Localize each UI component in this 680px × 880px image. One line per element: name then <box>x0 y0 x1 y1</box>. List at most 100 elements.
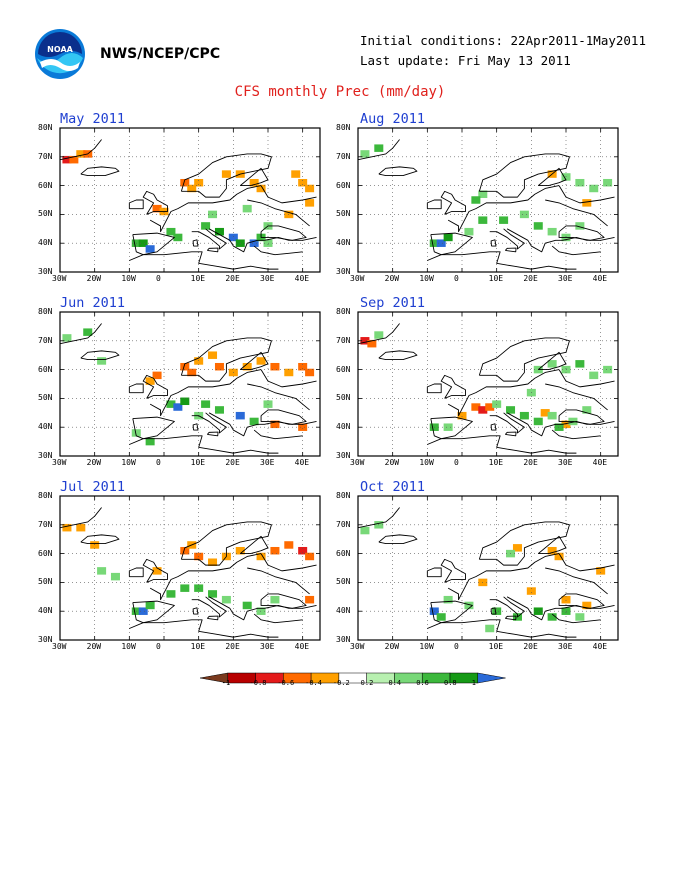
colorbar-label: -0.4 <box>305 679 322 687</box>
anomaly-cell <box>201 400 211 408</box>
anomaly-cell <box>208 558 218 566</box>
anomaly-cell <box>471 196 481 204</box>
anomaly-cell <box>76 150 86 158</box>
anomaly-cell <box>291 170 301 178</box>
lat-tick-label: 70N <box>336 519 351 529</box>
lon-tick-label: 30W <box>52 458 67 467</box>
anomaly-cell <box>547 227 557 236</box>
lon-tick-label: 20E <box>523 274 538 283</box>
anomaly-cell <box>69 155 79 164</box>
anomaly-cell <box>374 331 384 339</box>
lon-tick-label: 30W <box>350 642 365 651</box>
lon-tick-label: 10E <box>488 642 504 651</box>
colorbar-label: -1 <box>221 679 231 687</box>
anomaly-cell <box>62 334 72 342</box>
anomaly-cell <box>485 403 495 411</box>
anomaly-cell <box>436 239 446 247</box>
anomaly-cell <box>131 429 141 437</box>
anomaly-cell <box>582 406 592 414</box>
lon-tick-label: 30E <box>260 274 275 283</box>
lat-tick-label: 50N <box>38 209 53 219</box>
anomaly-cell <box>512 544 522 552</box>
anomaly-cell <box>547 411 557 420</box>
lat-tick-label: 70N <box>336 335 351 345</box>
anomaly-cell <box>187 368 197 377</box>
lon-tick-label: 20E <box>225 274 240 283</box>
lat-tick-label: 80N <box>38 123 53 132</box>
page-title: CFS monthly Prec (mm/day) <box>234 84 446 100</box>
anomaly-cell <box>214 362 224 371</box>
colorbar-segment <box>477 672 506 684</box>
panel-title-aug: Aug 2011 <box>360 111 426 127</box>
anomaly-cell <box>519 210 529 219</box>
anomaly-cell <box>360 150 370 158</box>
anomaly-cell <box>478 190 488 198</box>
anomaly-cell <box>256 607 266 615</box>
anomaly-cell <box>575 222 585 230</box>
lon-tick-label: 20W <box>86 274 102 283</box>
anomaly-cell <box>533 222 543 230</box>
anomaly-cell <box>554 423 564 431</box>
anomaly-cell <box>83 328 93 336</box>
lat-tick-label: 50N <box>336 209 351 219</box>
lat-tick-label: 40N <box>38 422 53 432</box>
anomaly-cell <box>270 362 280 371</box>
anomaly-cell <box>464 601 474 610</box>
lon-tick-label: 10W <box>121 642 136 651</box>
lon-tick-label: 10E <box>190 642 206 651</box>
panel-title-jun: Jun 2011 <box>60 295 126 311</box>
anomaly-cell <box>138 239 148 247</box>
anomaly-cell <box>242 362 252 371</box>
map-panel-aug <box>357 127 619 273</box>
lon-tick-label: 20W <box>384 642 400 651</box>
anomaly-cell <box>464 227 474 236</box>
anomaly-cell <box>152 371 162 380</box>
lat-tick-label: 60N <box>336 548 351 558</box>
anomaly-cell <box>180 362 190 371</box>
anomaly-cell <box>506 406 516 414</box>
lat-tick-label: 40N <box>336 422 351 432</box>
anomaly-cell <box>180 584 190 592</box>
map-panel-sep <box>357 311 619 457</box>
lat-tick-label: 50N <box>38 393 53 403</box>
colorbar-label: 0.6 <box>416 679 429 687</box>
anomaly-cell <box>187 184 197 193</box>
anomaly-cell <box>284 368 294 377</box>
anomaly-cell <box>589 184 599 193</box>
lon-tick-label: 30E <box>558 642 573 651</box>
anomaly-cell <box>547 613 557 621</box>
anomaly-cell <box>443 595 453 604</box>
lon-tick-label: 10E <box>190 458 206 467</box>
anomaly-cell <box>208 590 218 598</box>
anomaly-cell <box>221 595 231 604</box>
lon-tick-label: 10E <box>488 274 504 283</box>
anomaly-cell <box>270 546 280 555</box>
lon-tick-label: 30W <box>350 274 365 283</box>
anomaly-cell <box>603 365 613 374</box>
colorbar-label: -0.2 <box>332 679 350 687</box>
anomaly-cell <box>547 360 557 368</box>
anomaly-cell <box>533 417 543 426</box>
anomaly-cell <box>110 572 120 581</box>
lon-tick-label: 0 <box>454 642 459 651</box>
anomaly-cell <box>596 567 606 575</box>
colorbar <box>199 672 506 684</box>
anomaly-cell <box>305 595 315 604</box>
anomaly-cell <box>166 227 176 236</box>
anomaly-cell <box>582 601 592 610</box>
anomaly-cell <box>561 595 571 604</box>
anomaly-cell <box>249 417 259 426</box>
lat-tick-label: 30N <box>38 635 53 644</box>
lat-tick-label: 30N <box>336 635 351 644</box>
panel-title-jul: Jul 2011 <box>60 479 126 495</box>
last-update: Last update: Fri May 13 2011 <box>360 53 571 68</box>
anomaly-cell <box>256 357 266 365</box>
anomaly-cell <box>443 233 453 242</box>
anomaly-cell <box>478 406 488 414</box>
lon-tick-label: 10E <box>488 458 504 467</box>
anomaly-cell <box>221 170 231 178</box>
anomaly-cell <box>201 222 211 230</box>
anomaly-cell <box>547 546 557 555</box>
panel-title-sep: Sep 2011 <box>360 295 426 311</box>
anomaly-cell <box>305 368 315 377</box>
